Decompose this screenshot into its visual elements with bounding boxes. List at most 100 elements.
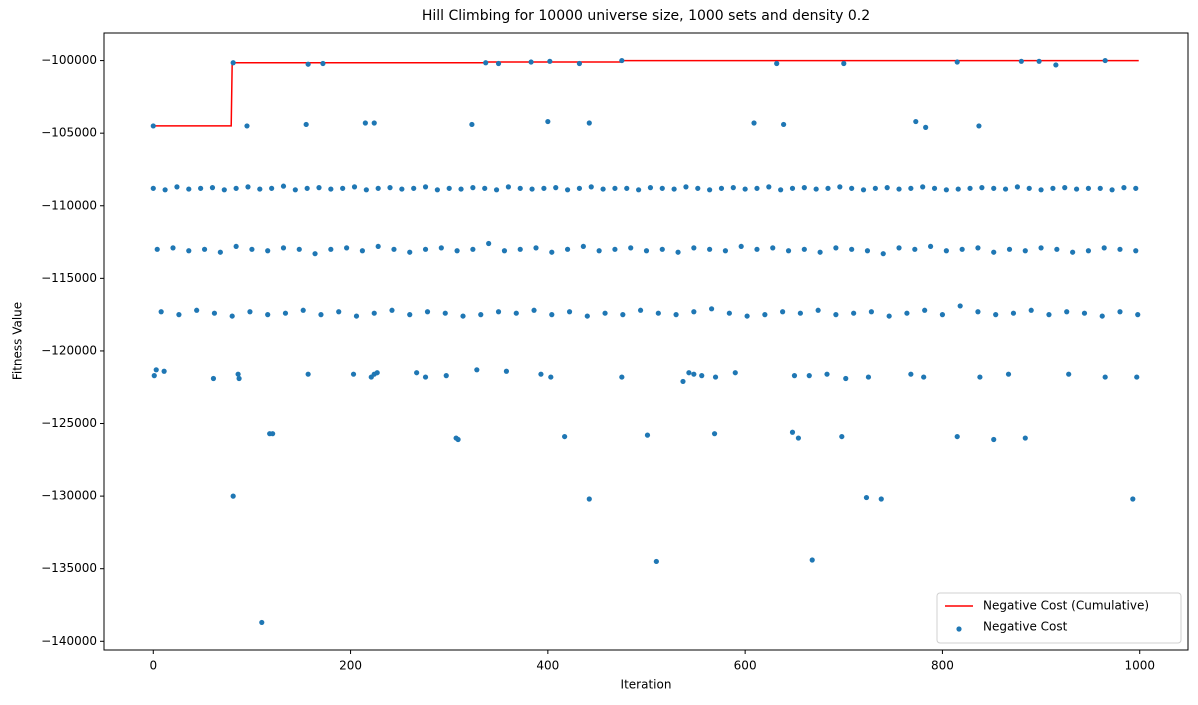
scatter-point (340, 185, 346, 191)
y-tick-label: −120000 (41, 343, 97, 357)
scatter-point (1005, 371, 1012, 377)
scatter-point (813, 186, 819, 192)
scatter-point (738, 243, 744, 250)
scatter-point (923, 124, 929, 130)
y-tick-label: −115000 (41, 271, 97, 285)
scatter-point (305, 371, 311, 377)
scatter-point (363, 187, 369, 193)
scatter-point (174, 184, 180, 190)
scatter-point (644, 432, 651, 438)
scatter-point (789, 429, 796, 435)
scatter-point (312, 251, 318, 257)
scatter-point (549, 312, 555, 318)
scatter-point (244, 123, 250, 129)
scatter-point (586, 120, 592, 126)
scatter-point (296, 246, 302, 252)
scatter-point (815, 307, 821, 313)
legend-label: Negative Cost (Cumulative) (983, 599, 1149, 613)
scatter-point (975, 309, 981, 315)
y-tick-label: −105000 (41, 126, 97, 140)
scatter-point (162, 187, 168, 193)
scatter-point (210, 375, 217, 382)
scatter-point (529, 186, 535, 192)
chart-title: Hill Climbing for 10000 universe size, 1… (422, 8, 870, 24)
scatter-point (643, 248, 650, 254)
scatter-point (878, 496, 884, 502)
scatter-point (908, 371, 914, 377)
scatter-point (328, 246, 334, 252)
scatter-point (1102, 374, 1108, 380)
scatter-point (884, 185, 890, 191)
scatter-point (209, 185, 216, 191)
scatter-point (531, 307, 537, 313)
scatter-point (446, 185, 452, 191)
scatter-point (1053, 62, 1059, 68)
y-tick-label: −135000 (41, 561, 97, 575)
scatter-point (785, 248, 792, 254)
scatter-point (387, 185, 393, 191)
scatter-point (976, 123, 982, 129)
scatter-point (1038, 187, 1044, 193)
scatter-point (1006, 246, 1013, 252)
scatter-point (619, 374, 625, 380)
scatter-point (920, 184, 926, 190)
scatter-point (320, 60, 326, 67)
scatter-point (359, 248, 365, 254)
scatter-point (495, 309, 502, 315)
scatter-point (843, 375, 849, 382)
scatter-point (954, 433, 960, 440)
scatter-point (371, 310, 377, 316)
scatter-point (221, 187, 227, 193)
scatter-point (170, 245, 176, 251)
scatter-point (249, 246, 255, 252)
scatter-point (443, 373, 449, 379)
scatter-point (562, 433, 568, 440)
scatter-point (1022, 435, 1028, 441)
scatter-point (460, 313, 466, 319)
scatter-point (316, 185, 322, 191)
cumulative-line (153, 59, 1139, 127)
scatter-point (247, 309, 253, 315)
scatter-point (795, 435, 802, 441)
scatter-point (391, 246, 397, 252)
scatter-point (350, 371, 357, 377)
scatter-point (712, 374, 719, 380)
scatter-point (943, 187, 949, 193)
scatter-point (612, 185, 618, 191)
scatter-point (588, 184, 594, 190)
scatter-point (806, 373, 812, 379)
scatter-point (375, 185, 381, 191)
scatter-point (549, 249, 555, 255)
scatter-point (230, 60, 236, 66)
scatter-point (270, 431, 276, 437)
scatter-point (659, 185, 665, 191)
scatter-point (1109, 187, 1115, 193)
scatter-point (318, 312, 324, 318)
scatter-point (1022, 248, 1028, 254)
plot-frame (103, 32, 1189, 651)
scatter-point (186, 186, 192, 192)
scatter-point (411, 185, 417, 191)
scatter-point (454, 248, 460, 254)
legend-label: Negative Cost (983, 620, 1068, 634)
scatter-point (833, 245, 839, 251)
scatter-point (438, 245, 444, 251)
scatter-point (624, 185, 630, 191)
x-tick-label: 1000 (1124, 659, 1155, 673)
scatter-point (389, 307, 395, 313)
scatter-point (754, 246, 760, 252)
scatter-point (414, 370, 420, 376)
scatter-point (939, 312, 946, 318)
scatter-point (954, 59, 960, 65)
scatter-point (1010, 310, 1017, 316)
scatter-point (399, 186, 405, 192)
scatter-point (533, 245, 539, 251)
scatter-point (538, 371, 544, 377)
scatter-point (730, 185, 736, 191)
scatter-point (154, 246, 160, 252)
scatter-point (671, 186, 677, 192)
scatter-point (1018, 58, 1024, 64)
scatter-point (1135, 312, 1141, 318)
scatter-point (691, 371, 697, 377)
